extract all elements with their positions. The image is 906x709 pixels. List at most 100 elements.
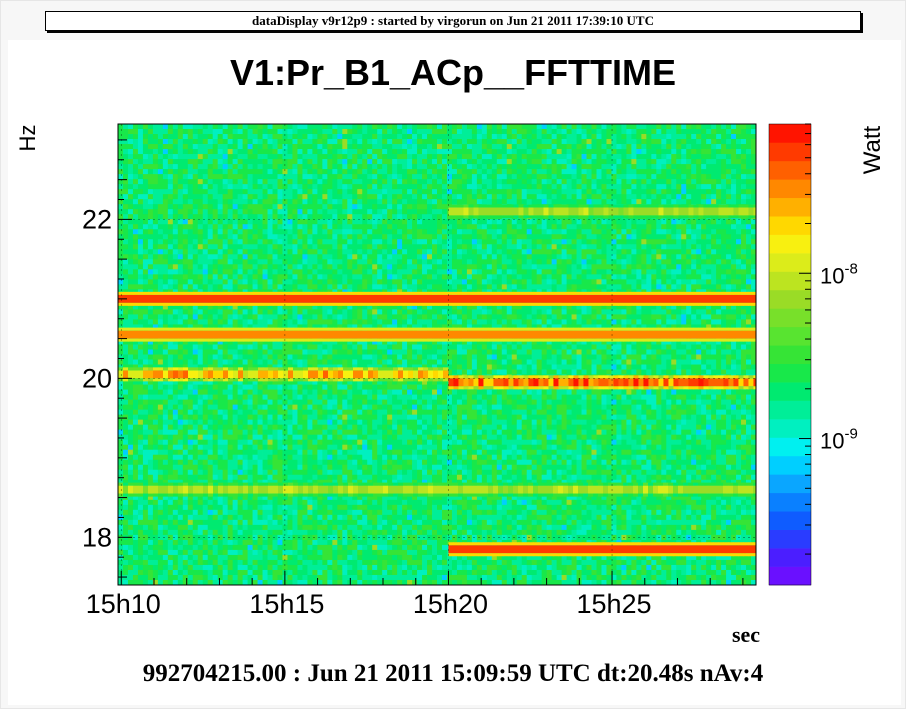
heatmap-cell <box>317 549 323 556</box>
heatmap-cell <box>127 259 134 265</box>
heatmap-cell <box>352 219 358 225</box>
heatmap-cell <box>297 494 303 501</box>
heatmap-cell <box>182 239 189 245</box>
heatmap-cell <box>267 184 273 190</box>
heatmap-cell <box>137 244 144 250</box>
heatmap-cell <box>357 339 363 345</box>
heatmap-cell <box>247 384 253 390</box>
heatmap-cell <box>152 219 159 225</box>
heatmap-cell <box>182 199 189 205</box>
heatmap-cell <box>207 404 214 411</box>
heatmap-cell <box>222 354 229 360</box>
heatmap-cell <box>252 579 258 586</box>
heatmap-cell <box>202 544 209 551</box>
heatmap-cell <box>232 469 239 476</box>
heatmap-cell <box>172 459 179 466</box>
heatmap-cell <box>227 569 234 576</box>
heatmap-cell <box>157 209 164 215</box>
heatmap-cell <box>327 564 333 571</box>
heatmap-cell <box>202 404 209 411</box>
heatmap-cell <box>307 189 313 195</box>
heatmap-cell <box>257 504 263 511</box>
heatmap-cell <box>242 174 248 180</box>
heatmap-cell <box>147 199 154 205</box>
heatmap-cell <box>387 204 393 210</box>
heatmap-cell <box>207 224 214 230</box>
heatmap-cell <box>237 559 244 566</box>
heatmap-cell <box>332 464 338 471</box>
heatmap-cell <box>237 519 244 526</box>
heatmap-cell <box>317 269 323 275</box>
heatmap-cell <box>222 504 229 511</box>
heatmap-cell <box>142 304 149 310</box>
heatmap-cell <box>167 579 174 586</box>
heatmap-cell <box>187 579 194 586</box>
heatmap-cell <box>362 364 368 370</box>
heatmap-cell <box>222 384 229 390</box>
heatmap-cell <box>262 499 268 506</box>
heatmap-cell <box>222 549 229 556</box>
heatmap-cell <box>347 214 353 220</box>
heatmap-cell <box>147 434 154 441</box>
heatmap-cell <box>292 164 298 170</box>
heatmap-cell <box>342 209 348 215</box>
heatmap-cell <box>347 179 353 185</box>
heatmap-cell <box>357 519 363 526</box>
heatmap-cell <box>152 164 159 170</box>
heatmap-cells[interactable] <box>118 124 757 586</box>
heatmap-cell <box>277 429 283 436</box>
heatmap-cell <box>342 549 348 556</box>
heatmap-cell <box>202 559 209 566</box>
heatmap-cell <box>147 504 154 511</box>
heatmap-cell <box>257 454 263 461</box>
heatmap-cell <box>347 434 353 441</box>
heatmap-cell <box>247 134 253 140</box>
heatmap-cell <box>242 179 248 185</box>
heatmap-cell <box>147 399 154 406</box>
heatmap-cell <box>157 499 164 506</box>
heatmap-cell <box>332 274 338 280</box>
heatmap-cell <box>352 384 358 390</box>
heatmap-cell <box>332 434 338 441</box>
heatmap-cell <box>377 194 383 200</box>
heatmap-cell <box>217 134 224 140</box>
heatmap-cell <box>172 214 179 220</box>
heatmap-cell <box>317 469 323 476</box>
heatmap-cell <box>157 509 164 516</box>
heatmap-cell <box>122 529 129 536</box>
heatmap-cell <box>222 239 229 245</box>
heatmap-cell <box>362 379 368 385</box>
heatmap-cell <box>272 359 278 365</box>
heatmap-cell <box>152 394 159 400</box>
heatmap-cell <box>302 284 308 290</box>
heatmap-cell <box>247 404 253 411</box>
heatmap-cell <box>212 519 219 526</box>
heatmap-cell <box>152 454 159 461</box>
heatmap-cell <box>377 224 383 230</box>
heatmap-cell <box>122 344 129 350</box>
heatmap-cell <box>252 349 258 355</box>
heatmap-cell <box>157 364 164 370</box>
heatmap-cell <box>132 494 139 501</box>
heatmap-cell <box>142 404 149 411</box>
heatmap-cell <box>222 529 229 536</box>
heatmap-cell <box>367 124 373 130</box>
heatmap-cell <box>222 474 229 481</box>
heatmap-cell <box>222 464 229 471</box>
heatmap-cell <box>267 364 273 370</box>
heatmap-cell <box>202 384 209 390</box>
heatmap-cell <box>122 564 129 571</box>
heatmap-cell <box>127 569 134 576</box>
heatmap-cell <box>142 579 149 586</box>
heatmap-cell <box>142 194 149 200</box>
heatmap-cell <box>362 384 368 390</box>
heatmap-cell <box>157 314 164 320</box>
heatmap-cell <box>137 474 144 481</box>
heatmap-cell <box>137 454 144 461</box>
heatmap-cell <box>152 319 159 325</box>
heatmap-cell <box>242 504 248 511</box>
heatmap-cell <box>147 394 154 400</box>
heatmap-cell <box>302 504 308 511</box>
heatmap-cell <box>287 519 293 526</box>
